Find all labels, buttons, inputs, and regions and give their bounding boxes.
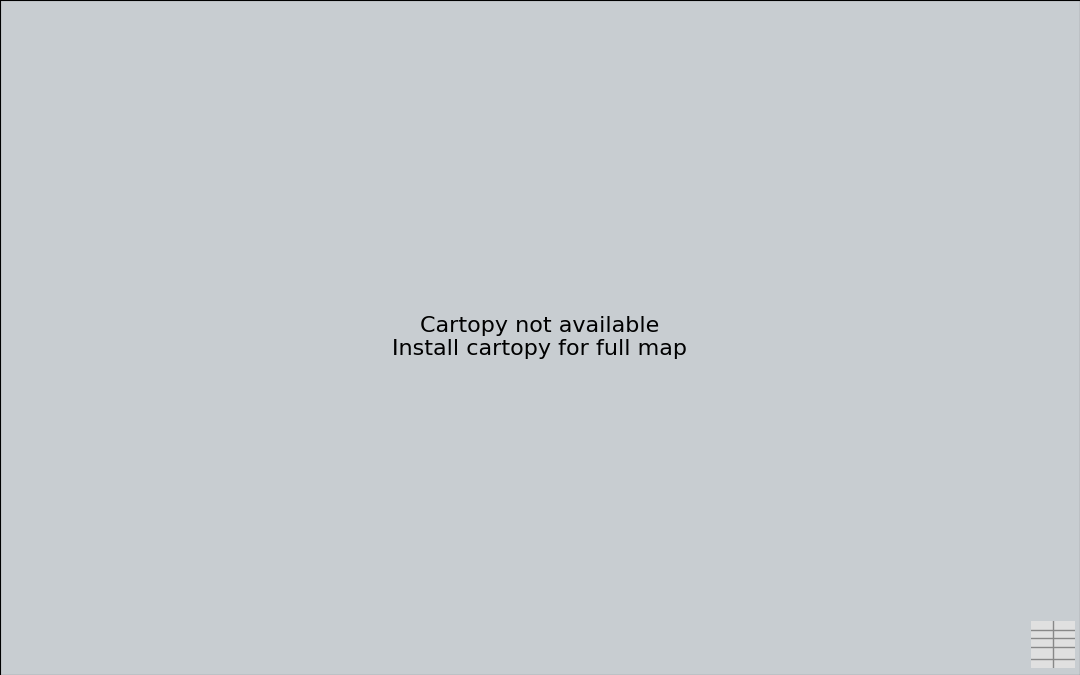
Text: Cartopy not available
Install cartopy for full map: Cartopy not available Install cartopy fo… [392,316,688,359]
